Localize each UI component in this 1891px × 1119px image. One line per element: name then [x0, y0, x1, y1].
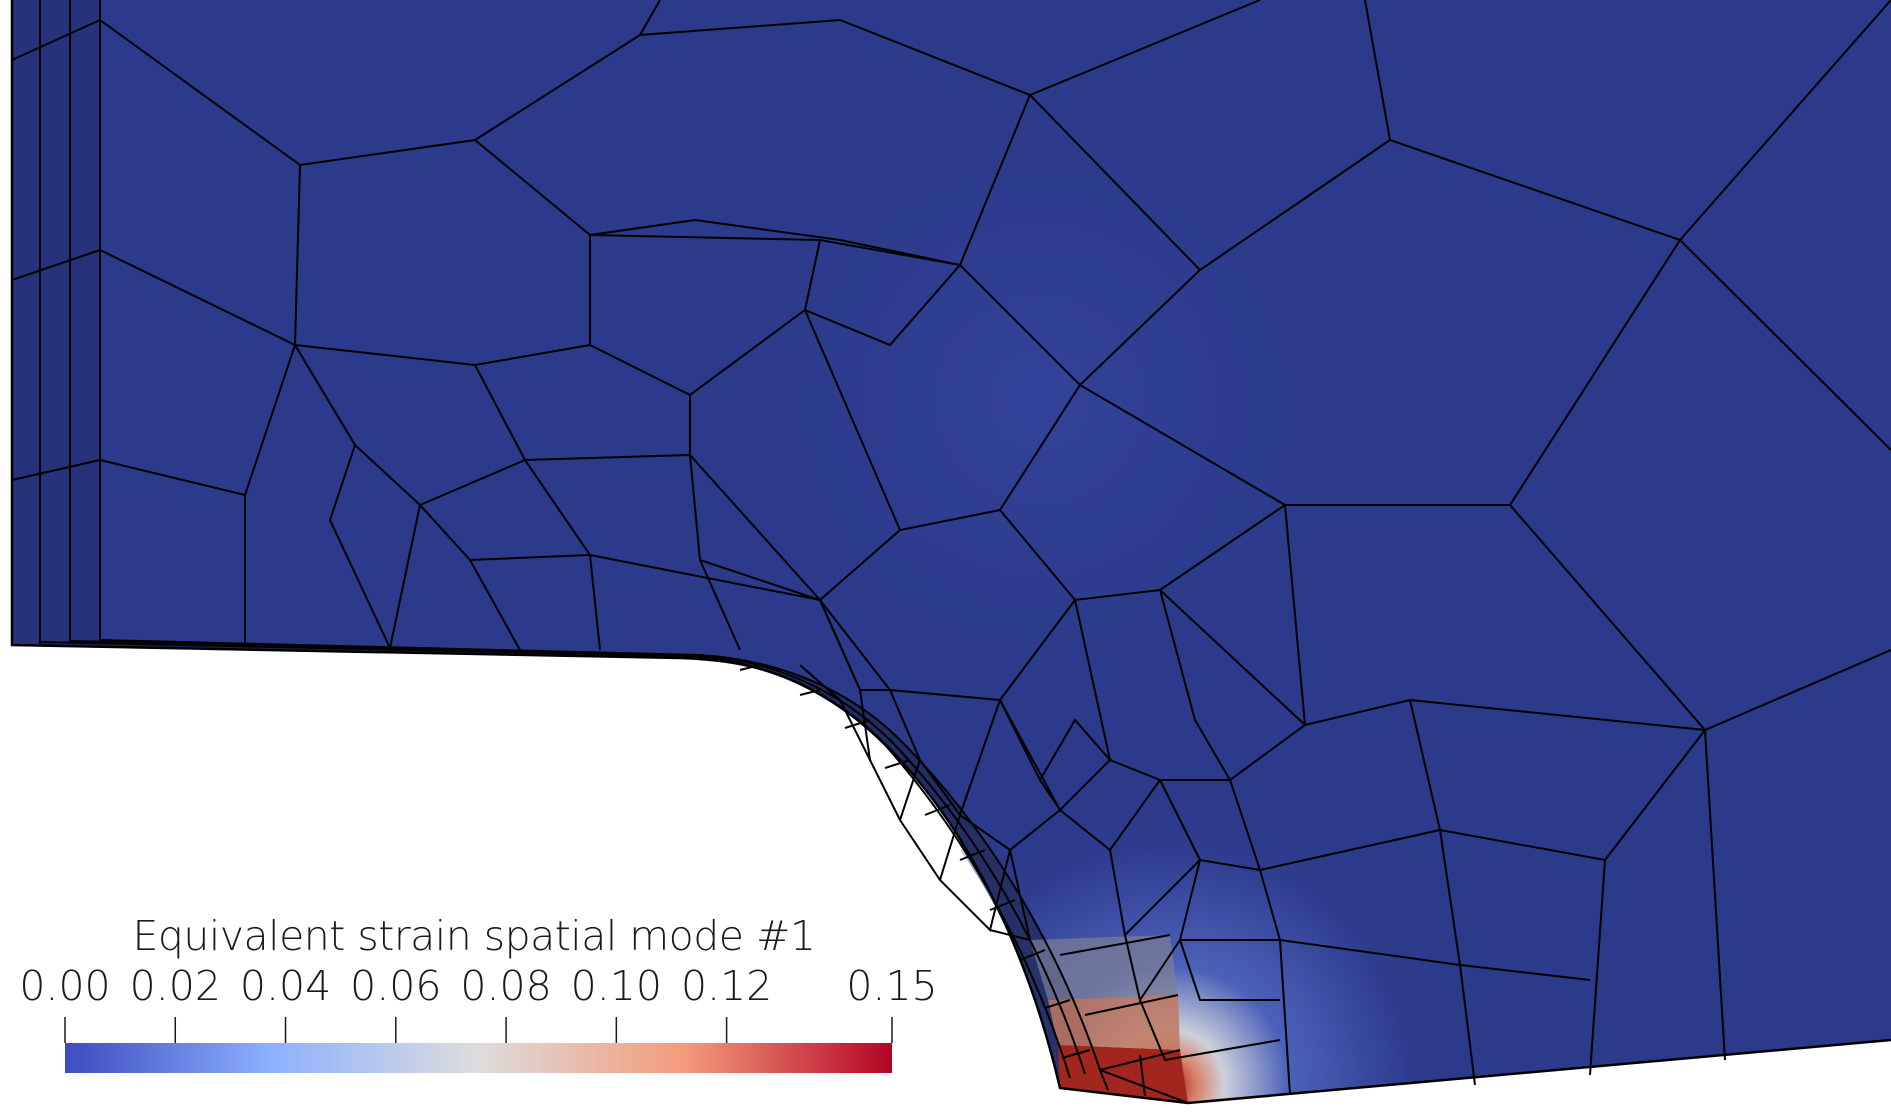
colorbar-tick-label: 0.00 [19, 962, 111, 1010]
notch-neutral-cells [1030, 935, 1178, 1000]
colorbar-tick-label: 0.10 [570, 962, 662, 1010]
colorbar-tick-label: 0.06 [350, 962, 442, 1010]
colorbar-title: Equivalent strain spatial mode #1 [132, 912, 816, 960]
colorbar-ticks [64, 1017, 893, 1043]
notch-warm-cells [1048, 995, 1180, 1050]
colorbar-tick-label: 0.12 [680, 962, 773, 1010]
left-edge-face [12, 0, 100, 645]
colorbar-tick-label: 0.02 [129, 962, 221, 1010]
mesh-outline [10, 0, 1891, 1105]
strain-hotspot [960, 650, 1891, 1103]
mesh-edges [11, 0, 1891, 1104]
colorbar [65, 1043, 892, 1073]
colorbar-tick-label: 0.15 [846, 962, 938, 1010]
colorbar-tick-label: 0.08 [460, 962, 552, 1010]
notch-hotspot-cells [1058, 1045, 1188, 1103]
colorbar-tick-label: 0.04 [239, 962, 332, 1010]
